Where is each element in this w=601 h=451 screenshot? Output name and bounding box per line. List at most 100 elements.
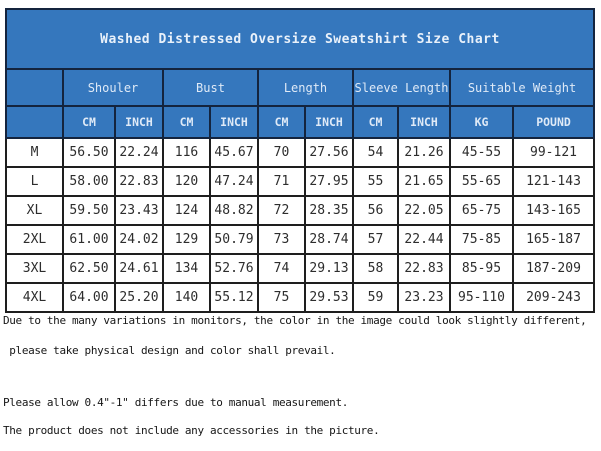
size-row-m: M 56.50 22.24 116 45.67 70 27.56 54 21.26 45-55 99… (5, 137, 596, 168)
measurement-value: 22.83 (114, 166, 164, 197)
size-row-3xl: 3XL 62.50 24.61 134 52.76 74 29.13 58 22.83 85-95… (5, 253, 596, 284)
measurement-value: 62.50 (62, 253, 116, 284)
measurement-value: 24.61 (114, 253, 164, 284)
measurement-value: 165-187 (511, 224, 596, 255)
note-color-disclaimer-line-2: please take physical design and color sh… (3, 344, 336, 357)
group-header-sleeve-length: Sleeve Length (352, 68, 451, 107)
measurement-value: 61.00 (62, 224, 116, 255)
measurement-value: 22.44 (397, 224, 451, 255)
measurement-value: 95-110 (449, 282, 514, 313)
unit-header-cm-2: CM (162, 105, 211, 139)
measurement-value: 143-165 (511, 195, 596, 226)
measurement-value: 21.65 (397, 166, 451, 197)
measurement-value: 120 (162, 166, 211, 197)
measurement-value: 72 (257, 195, 306, 226)
size-label: M (5, 137, 64, 168)
corner-cell-bottom (5, 105, 64, 139)
size-label: XL (5, 195, 64, 226)
size-label: 4XL (5, 282, 64, 313)
unit-header-cm-0: CM (62, 105, 116, 139)
unit-header-inch-3: INCH (209, 105, 259, 139)
measurement-value: 21.26 (397, 137, 451, 168)
measurement-value: 124 (162, 195, 211, 226)
size-row-xl: XL 59.50 23.43 124 48.82 72 28.35 56 22.05 65-75 1… (5, 195, 596, 226)
measurement-value: 22.05 (397, 195, 451, 226)
unit-header-kg-8: KG (449, 105, 514, 139)
measurement-value: 47.24 (209, 166, 259, 197)
measurement-value: 57 (352, 224, 399, 255)
measurement-value: 29.13 (304, 253, 354, 284)
measurement-value: 59.50 (62, 195, 116, 226)
measurement-value: 209-243 (511, 282, 596, 313)
measurement-value: 25.20 (114, 282, 164, 313)
measurement-value: 116 (162, 137, 211, 168)
note-color-disclaimer-line-1: Due to the many variations in monitors, … (3, 314, 587, 327)
group-header-shouler: Shouler (62, 68, 164, 107)
measurement-value: 50.79 (209, 224, 259, 255)
note-accessories-disclaimer: The product does not include any accesso… (3, 424, 380, 437)
size-label: 3XL (5, 253, 64, 284)
group-header-length: Length (257, 68, 354, 107)
measurement-value: 187-209 (511, 253, 596, 284)
measurement-value: 65-75 (449, 195, 514, 226)
measurement-value: 134 (162, 253, 211, 284)
measurement-value: 28.35 (304, 195, 354, 226)
measurement-value: 24.02 (114, 224, 164, 255)
measurement-value: 45.67 (209, 137, 259, 168)
size-row-4xl: 4XL 64.00 25.20 140 55.12 75 29.53 59 23.23 95-11… (5, 282, 596, 313)
measurement-value: 54 (352, 137, 399, 168)
corner-cell-top (5, 68, 64, 107)
measurement-value: 45-55 (449, 137, 514, 168)
measurement-value: 71 (257, 166, 306, 197)
measurement-value: 58 (352, 253, 399, 284)
measurement-value: 73 (257, 224, 306, 255)
measurement-value: 75-85 (449, 224, 514, 255)
size-chart-table: Washed Distressed Oversize Sweatshirt Si… (4, 8, 596, 313)
unit-header-row: CM INCH CM INCH CM INCH CM INCH KG POUND (5, 105, 596, 139)
measurement-value: 27.95 (304, 166, 354, 197)
measurement-value: 59 (352, 282, 399, 313)
unit-header-pound-9: POUND (511, 105, 596, 139)
unit-header-cm-6: CM (352, 105, 399, 139)
measurement-value: 75 (257, 282, 306, 313)
measurement-value: 52.76 (209, 253, 259, 284)
measurement-value: 22.83 (397, 253, 451, 284)
size-row-l: L 58.00 22.83 120 47.24 71 27.95 55 21.65 55-65 12… (5, 166, 596, 197)
measurement-value: 64.00 (62, 282, 116, 313)
measurement-value: 23.23 (397, 282, 451, 313)
measurement-value: 85-95 (449, 253, 514, 284)
measurement-value: 55-65 (449, 166, 514, 197)
measurement-value: 55 (352, 166, 399, 197)
measurement-value: 129 (162, 224, 211, 255)
notes-section: Due to the many variations in monitors, … (3, 314, 601, 438)
measurement-value: 23.43 (114, 195, 164, 226)
note-measurement-disclaimer: Please allow 0.4"-1" differs due to manu… (3, 396, 348, 409)
measurement-value: 48.82 (209, 195, 259, 226)
measurement-value: 74 (257, 253, 306, 284)
unit-header-inch-1: INCH (114, 105, 164, 139)
group-header-bust: Bust (162, 68, 259, 107)
measurement-value: 56 (352, 195, 399, 226)
size-chart-body: M 56.50 22.24 116 45.67 70 27.56 54 21.26 45-55 99… (5, 137, 596, 313)
measurement-value: 29.53 (304, 282, 354, 313)
size-label: 2XL (5, 224, 64, 255)
measurement-value: 28.74 (304, 224, 354, 255)
measurement-value: 121-143 (511, 166, 596, 197)
size-row-2xl: 2XL 61.00 24.02 129 50.79 73 28.74 57 22.44 75-85… (5, 224, 596, 255)
measurement-value: 56.50 (62, 137, 116, 168)
title-row: Washed Distressed Oversize Sweatshirt Si… (4, 8, 596, 70)
group-header-row: Shouler Bust Length Sleeve Length Suitable W… (5, 68, 596, 107)
measurement-value: 55.12 (209, 282, 259, 313)
measurement-value: 140 (162, 282, 211, 313)
measurement-value: 27.56 (304, 137, 354, 168)
group-header-suitable-weight: Suitable Weight (448, 68, 596, 107)
unit-header-inch-5: INCH (304, 105, 354, 139)
chart-title: Washed Distressed Oversize Sweatshirt Si… (4, 8, 596, 70)
size-label: L (5, 166, 64, 197)
measurement-value: 58.00 (62, 166, 116, 197)
unit-header-cm-4: CM (257, 105, 306, 139)
measurement-value: 99-121 (511, 137, 596, 168)
measurement-value: 70 (257, 137, 306, 168)
measurement-value: 22.24 (114, 137, 164, 168)
